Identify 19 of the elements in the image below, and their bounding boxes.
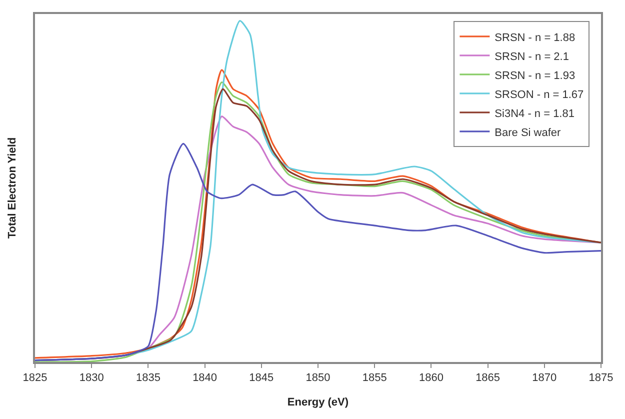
x-tick-label: 1855 <box>362 372 387 384</box>
x-tick-label: 1870 <box>532 372 557 384</box>
legend-label: SRSN - n = 1.93 <box>494 70 576 82</box>
legend-label: Bare Si wafer <box>494 126 562 139</box>
legend-label: SRSN - n = 2.1 <box>494 50 569 63</box>
x-tick-label: 1850 <box>306 372 330 384</box>
x-axis-title: Energy (eV) <box>287 396 349 409</box>
x-tick-label: 1860 <box>418 372 444 384</box>
x-tick-label: 1865 <box>476 372 500 384</box>
x-tick-label: 1835 <box>136 372 160 384</box>
y-axis-title: Total Electron Yield <box>6 137 18 239</box>
x-tick-label: 1825 <box>22 372 48 384</box>
x-tick-label: 1845 <box>249 372 274 384</box>
x-tick-label: 1840 <box>192 372 218 384</box>
legend-label: Si3N4 - n = 1.81 <box>494 108 574 120</box>
legend-label: SRSN - n = 1.88 <box>494 32 576 44</box>
legend-label: SRSON - n = 1.67 <box>494 88 584 101</box>
x-tick-label: 1875 <box>588 372 614 384</box>
x-tick-label: 1830 <box>79 372 104 384</box>
